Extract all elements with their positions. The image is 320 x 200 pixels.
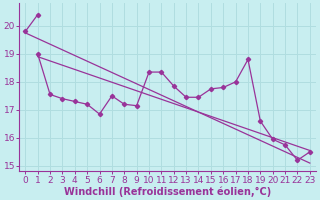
X-axis label: Windchill (Refroidissement éolien,°C): Windchill (Refroidissement éolien,°C): [64, 186, 271, 197]
